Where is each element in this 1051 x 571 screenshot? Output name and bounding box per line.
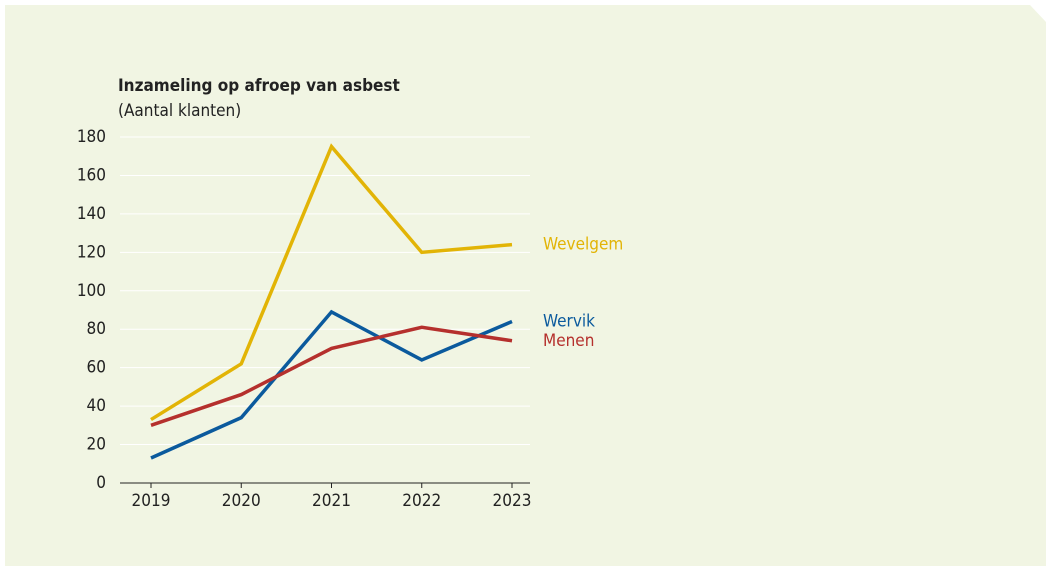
series-label: Wevelgem (543, 235, 623, 255)
y-tick-label: 0 (96, 473, 106, 493)
y-tick-label: 100 (77, 281, 106, 301)
line (150, 325, 513, 427)
line (150, 143, 513, 422)
y-tick-label: 60 (87, 358, 106, 378)
series-label: Menen (543, 331, 594, 351)
y-tick-label: 140 (77, 204, 106, 224)
y-tick-label: 40 (87, 396, 106, 416)
chart-title: Inzameling op afroep van asbest (118, 76, 400, 96)
x-tick-label: 2022 (402, 491, 441, 511)
x-tick-label: 2019 (132, 491, 171, 511)
series-label: Wervik (543, 312, 595, 332)
y-tick-label: 80 (87, 319, 106, 339)
chart-subtitle: (Aantal klanten) (118, 101, 241, 121)
y-tick-label: 120 (77, 242, 106, 262)
line (150, 309, 513, 460)
y-tick-label: 160 (77, 165, 106, 185)
x-tick-label: 2021 (312, 491, 351, 511)
y-tick-label: 20 (87, 435, 106, 455)
x-tick-label: 2020 (222, 491, 261, 511)
y-tick-label: 180 (77, 127, 106, 147)
panel (5, 5, 1046, 566)
x-tick-label: 2023 (493, 491, 532, 511)
